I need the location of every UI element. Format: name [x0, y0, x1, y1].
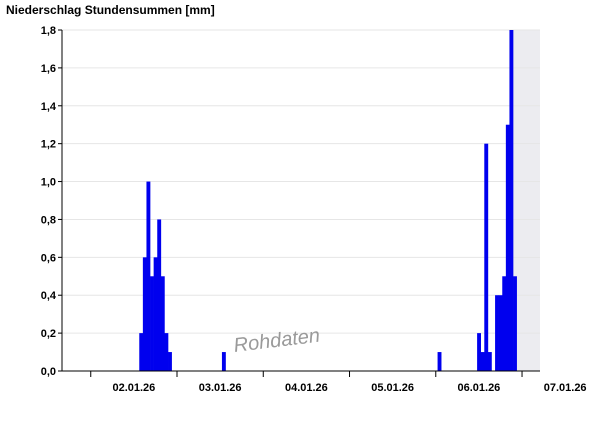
x-tick-label: 07.01.26 [544, 382, 587, 394]
precip-bar [168, 352, 172, 371]
axes [61, 30, 540, 372]
y-tick-label: 1,4 [41, 101, 57, 113]
precip-bar [142, 257, 147, 371]
x-axis-ticks: 02.01.26 03.01.26 04.01.26 05.01.26 06.01.26… [90, 371, 587, 394]
plot-area [62, 30, 540, 371]
x-tick-label: 03.01.26 [199, 382, 242, 394]
x-tick-label: 04.01.26 [285, 382, 328, 394]
y-tick-label: 1,0 [41, 177, 56, 189]
precip-bar [498, 295, 503, 371]
precip-bar [509, 30, 514, 371]
precip-bar [502, 276, 507, 371]
precip-bar [495, 295, 499, 371]
precip-bar [221, 352, 226, 371]
y-tick-label: 0,4 [41, 290, 57, 302]
x-tick-label: 02.01.26 [112, 382, 155, 394]
chart-title: Niederschlag Stundensummen [mm] [6, 3, 215, 17]
y-axis-ticks: 0,0 0,2 0,4 0,6 0,8 1,0 1,2 1,4 1,6 1,8 [41, 25, 62, 378]
y-tick-label: 0,2 [41, 328, 56, 340]
precip-bar [505, 124, 510, 371]
precip-bar [150, 276, 154, 371]
precip-bar [157, 219, 162, 371]
y-tick-label: 1,2 [41, 139, 56, 151]
precip-bar [437, 352, 442, 371]
x-tick-label: 05.01.26 [371, 382, 414, 394]
y-tick-label: 0,8 [41, 214, 56, 226]
precip-bar [484, 143, 489, 371]
precip-bar [139, 333, 144, 371]
precip-bar [513, 276, 517, 371]
y-tick-label: 1,8 [41, 25, 56, 37]
y-tick-label: 1,6 [41, 63, 56, 75]
precip-bar [153, 257, 158, 371]
precip-bar [164, 333, 169, 371]
y-tick-label: 0,6 [41, 252, 56, 264]
bars [139, 30, 517, 371]
precip-bar [480, 352, 485, 371]
precip-bar [160, 276, 165, 371]
precip-bar [487, 352, 492, 371]
x-tick-label: 06.01.26 [457, 382, 500, 394]
y-tick-label: 0,0 [41, 366, 56, 378]
precip-bar [146, 181, 151, 371]
precip-bar [477, 333, 481, 371]
